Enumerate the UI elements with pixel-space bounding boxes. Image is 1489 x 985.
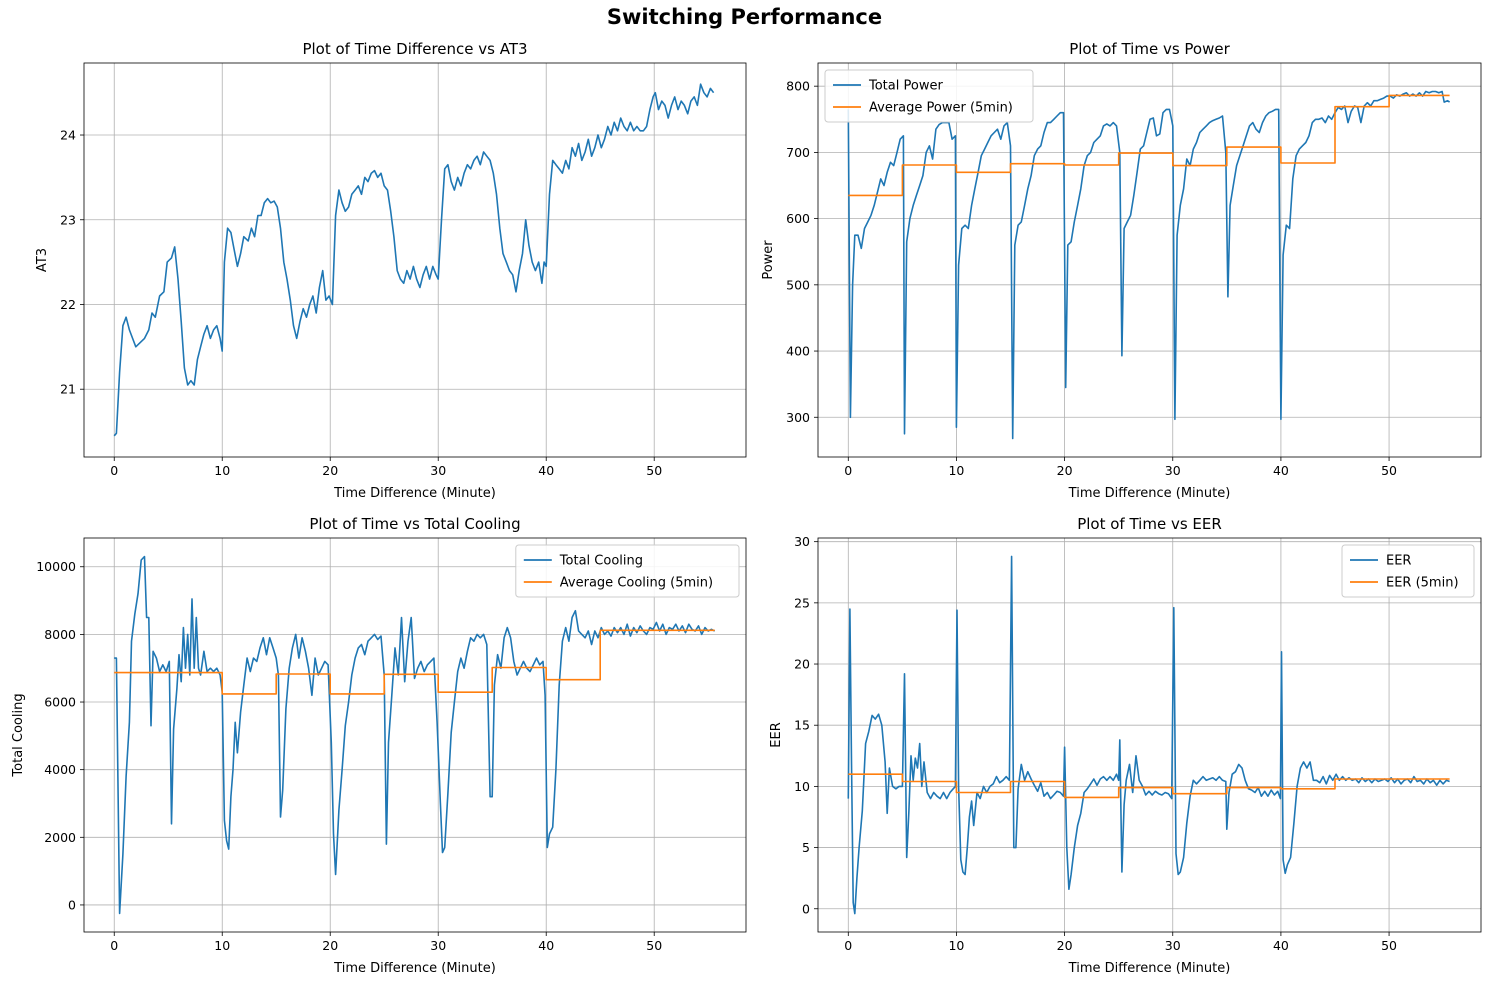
y-tick-label: 0 [802, 901, 810, 916]
y-tick-label: 800 [786, 79, 810, 94]
figure-title: Switching Performance [606, 5, 883, 29]
x-axis-label: Time Difference (Minute) [1068, 486, 1231, 501]
subplot-title: Plot of Time vs Power [1069, 40, 1230, 58]
x-tick-label: 40 [538, 938, 554, 953]
x-tick-label: 10 [214, 938, 230, 953]
y-tick-label: 10 [794, 779, 810, 794]
subplot-title: Plot of Time vs EER [1077, 515, 1222, 533]
x-tick-label: 10 [948, 938, 964, 953]
subplot-title: Plot of Time Difference vs AT3 [302, 40, 527, 58]
x-tick-label: 10 [948, 463, 964, 478]
subplot-2: 0 10 20 30 40 50 300 400 500 600 700 800 Plot of Tim… [761, 40, 1482, 501]
series-line-2 [848, 94, 1450, 197]
x-tick-label: 30 [430, 463, 446, 478]
x-axis-label: Time Difference (Minute) [333, 486, 496, 501]
y-tick-label: 20 [794, 657, 810, 672]
y-tick-label: 22 [60, 297, 76, 312]
y-tick-label: 400 [786, 344, 810, 359]
y-tick-label: 2000 [44, 830, 76, 845]
x-tick-label: 50 [646, 938, 662, 953]
x-tick-label: 0 [110, 463, 118, 478]
y-tick-label: 700 [786, 145, 810, 160]
y-tick-label: 25 [794, 595, 810, 610]
subplot-4: 0 10 20 30 40 50 0 5 10 15 20 25 30 Plot of Time vs E… [769, 515, 1482, 976]
y-axis-label: EER [769, 722, 784, 747]
y-tick-label: 5 [802, 840, 810, 855]
y-tick-label: 23 [60, 212, 76, 227]
y-tick-label: 600 [786, 211, 810, 226]
axes-frame [83, 62, 747, 458]
x-tick-label: 30 [1165, 463, 1181, 478]
legend-label: Total Power [868, 79, 943, 94]
y-tick-label: 30 [794, 534, 810, 549]
legend: EER EER (5min) [1341, 544, 1475, 598]
x-tick-label: 30 [1165, 938, 1181, 953]
series-line-2 [114, 629, 715, 695]
subplot-3: 0 10 20 30 40 50 0 2000 4000 6000 8000 10000 Plot of… [11, 515, 747, 976]
x-tick-label: 50 [646, 463, 662, 478]
y-axis-label: Total Cooling [11, 693, 26, 777]
subplot-title: Plot of Time vs Total Cooling [309, 515, 520, 533]
x-tick-label: 20 [1057, 463, 1073, 478]
legend: Total Power Average Power (5min) [824, 69, 1034, 123]
y-tick-label: 4000 [44, 762, 76, 777]
axes-frame [83, 537, 747, 933]
axes-frame [817, 537, 1482, 933]
legend-frame [1341, 544, 1475, 598]
series-line-1 [113, 83, 715, 437]
y-tick-label: 10000 [36, 559, 76, 574]
x-tick-label: 10 [214, 463, 230, 478]
x-tick-label: 50 [1381, 463, 1397, 478]
x-tick-label: 20 [1057, 938, 1073, 953]
y-tick-label: 21 [60, 382, 76, 397]
legend-label: EER (5min) [1386, 576, 1459, 591]
series-line-1 [114, 555, 716, 915]
series-line-1 [847, 90, 1451, 440]
y-tick-label: 24 [60, 128, 76, 143]
y-axis-label: Power [761, 240, 776, 280]
subplot-1: 0 10 20 30 40 50 21 22 23 24 Plot of Time Differen… [35, 40, 747, 501]
x-tick-label: 0 [844, 938, 852, 953]
x-tick-label: 40 [1273, 938, 1289, 953]
x-axis-label: Time Difference (Minute) [333, 961, 496, 976]
x-axis-label: Time Difference (Minute) [1068, 961, 1231, 976]
x-tick-label: 0 [110, 938, 118, 953]
x-tick-label: 30 [430, 938, 446, 953]
x-tick-label: 20 [322, 938, 338, 953]
x-tick-label: 0 [844, 463, 852, 478]
legend-label: EER [1386, 554, 1411, 569]
x-tick-label: 20 [322, 463, 338, 478]
y-tick-label: 0 [68, 897, 76, 912]
legend-label: Average Power (5min) [869, 101, 1013, 116]
y-tick-label: 15 [794, 718, 810, 733]
x-tick-label: 50 [1381, 938, 1397, 953]
y-axis-label: AT3 [35, 248, 50, 272]
x-tick-label: 40 [538, 463, 554, 478]
legend: Total Cooling Average Cooling (5min) [515, 544, 740, 598]
legend-frame [515, 544, 740, 598]
series-line-2 [848, 773, 1450, 799]
legend-label: Average Cooling (5min) [560, 576, 713, 591]
axes-frame [817, 62, 1482, 458]
y-tick-label: 6000 [44, 695, 76, 710]
y-tick-label: 300 [786, 410, 810, 425]
legend-frame [824, 69, 1034, 123]
y-tick-label: 500 [786, 277, 810, 292]
y-tick-label: 8000 [44, 627, 76, 642]
x-tick-label: 40 [1273, 463, 1289, 478]
series-line-1 [847, 555, 1450, 915]
legend-label: Total Cooling [559, 554, 643, 569]
